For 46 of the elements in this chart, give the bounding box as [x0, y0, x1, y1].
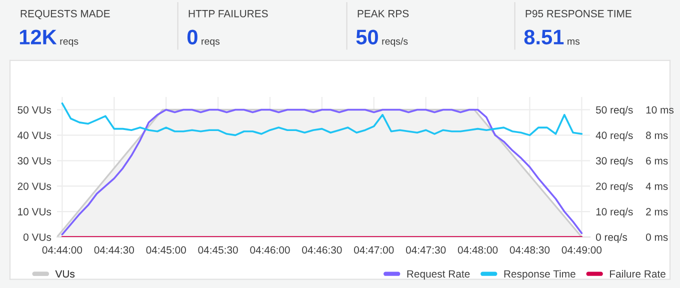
y3-tick-label: 10 ms	[646, 106, 674, 114]
text: 12K	[20, 30, 57, 44]
y3-tick-label: 6 ms	[646, 157, 668, 165]
y2-tick-label: 10 req/s	[596, 208, 633, 218]
y2-tick-label: 40 req/s	[596, 131, 633, 142]
x-tick-label: 04:46:00	[250, 246, 290, 254]
y2-tick-label: 20 req/s	[596, 182, 633, 192]
text: HTTP FAILURES	[188, 10, 268, 18]
y3-tick-label: 8 ms	[646, 132, 668, 140]
text: reqs/s	[382, 38, 408, 47]
x-tick-label: 04:47:30	[406, 246, 446, 254]
legend-label: Request Rate	[407, 270, 470, 280]
legend-label: Failure Rate	[610, 270, 666, 278]
x-tick-label: 04:48:30	[510, 246, 550, 254]
line-series	[61, 102, 583, 136]
y2-tick-label: 50 req/s	[596, 106, 633, 116]
y3-tick-label: 0 ms	[646, 234, 668, 241]
y-tick-label: 30 VUs	[18, 157, 52, 165]
text: 8.51	[524, 30, 564, 44]
x-tick-label: 04:45:00	[146, 246, 186, 254]
x-tick-label: 04:45:30	[198, 246, 238, 254]
text: PEAK RPS	[358, 10, 409, 18]
text: ms	[568, 39, 580, 45]
text: P95 RESPONSE TIME	[526, 10, 632, 18]
y3-tick-label: 4 ms	[646, 182, 668, 190]
y-tick-label: 10 VUs	[18, 208, 52, 216]
x-tick-label: 04:49:00	[562, 246, 602, 254]
text: REQUESTS MADE	[20, 10, 110, 20]
x-tick-label: 04:47:00	[354, 246, 394, 254]
x-tick-label: 04:44:30	[94, 246, 134, 254]
text: reqs	[202, 39, 220, 47]
legend-label: VUs	[55, 270, 75, 278]
x-tick-label: 04:48:00	[458, 246, 498, 254]
y-tick-label: 20 VUs	[18, 182, 52, 190]
x-tick-label: 04:46:30	[302, 246, 342, 254]
text: 0	[187, 30, 198, 44]
y2-tick-label: 30 req/s	[596, 156, 633, 167]
y-tick-label: 50 VUs	[18, 106, 52, 114]
x-tick-label: 04:44:00	[42, 246, 82, 254]
y2-tick-label: 0 req/s	[596, 233, 628, 243]
text: reqs	[60, 39, 78, 47]
y-tick-label: 0 VUs	[23, 234, 52, 241]
legend-label: Response Time	[504, 270, 576, 280]
y-tick-label: 40 VUs	[18, 132, 52, 140]
text: 50	[356, 30, 378, 44]
y3-tick-label: 2 ms	[646, 208, 668, 216]
